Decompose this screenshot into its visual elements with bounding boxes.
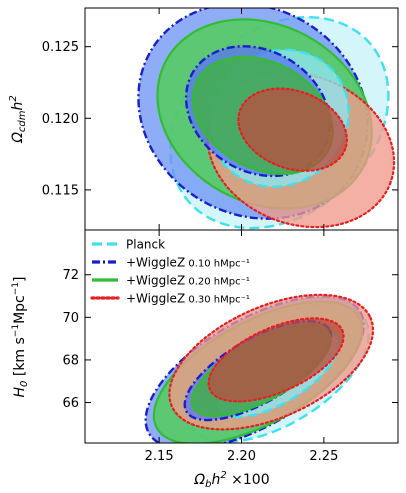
bottom-ytick-label: 68 [62,353,79,368]
bottom-ytick-label: 66 [62,396,79,411]
xtick-label: 2.25 [309,449,338,464]
bottom-ytick-label: 72 [62,268,79,283]
svg-text:Ωbh2 ×100: Ωbh2 ×100 [193,470,269,490]
axis-ticks: 0.115 0.120 0.125 66 68 70 72 2.15 2.20 2.25 [42,8,398,464]
bottom-y-axis-label: H0 [km s−1Mpc−1] [11,276,30,397]
top-y-axis-label: Ωcdmh2 [8,95,28,144]
legend-label-wz020: +WiggleZ 0.20 hMpc⁻¹ [126,274,250,288]
bottom-wz030-inner-contour [207,317,345,403]
legend-label-planck: Planck [126,238,165,252]
legend-label-wz010: +WiggleZ 0.10 hMpc⁻¹ [126,256,250,270]
bottom-panel-contours [144,293,375,443]
top-panel-contours [137,8,396,230]
top-ytick-label: 0.125 [42,40,79,55]
xtick-label: 2.20 [227,449,256,464]
top-ytick-label: 0.115 [42,183,79,198]
bottom-ytick-label: 70 [62,311,79,326]
top-wz030-inner-contour [237,87,348,172]
svg-text:Ωcdmh2: Ωcdmh2 [8,95,28,144]
svg-text:H0 [km s−1Mpc−1]: H0 [km s−1Mpc−1] [11,276,30,397]
legend-label-wz030: +WiggleZ 0.30 hMpc⁻¹ [126,292,250,306]
x-axis-label: Ωbh2 ×100 [193,470,269,490]
top-ytick-label: 0.120 [42,112,79,127]
xtick-label: 2.15 [145,449,174,464]
legend: Planck +WiggleZ 0.10 hMpc⁻¹ +WiggleZ 0.20 … [90,238,250,306]
